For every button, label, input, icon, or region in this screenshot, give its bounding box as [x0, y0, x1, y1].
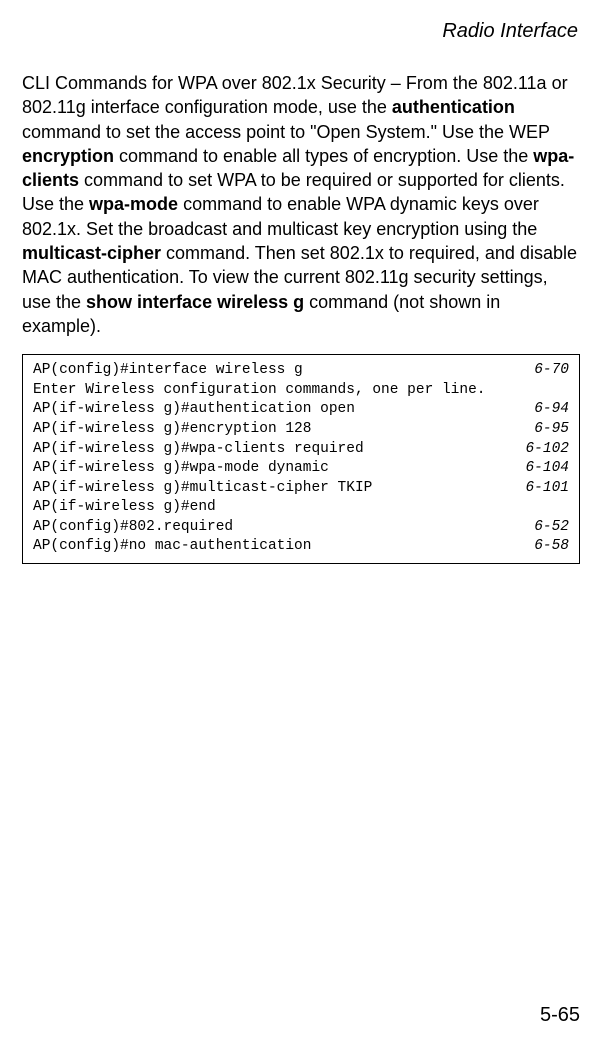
- code-cmd: AP(if-wireless g)#multicast-cipher TKIP: [33, 479, 372, 499]
- code-ref: 6-52: [534, 518, 569, 538]
- code-line: AP(if-wireless g)#encryption 128 6-95: [33, 420, 569, 440]
- code-cmd: AP(if-wireless g)#wpa-clients required: [33, 440, 364, 460]
- code-ref: 6-104: [525, 459, 569, 479]
- code-line: AP(config)#802.required 6-52: [33, 518, 569, 538]
- code-line: AP(if-wireless g)#wpa-clients required 6-…: [33, 440, 569, 460]
- code-cmd: AP(if-wireless g)#end: [33, 498, 216, 518]
- para-bold-2: encryption: [22, 146, 114, 166]
- para-bold-5: multicast-cipher: [22, 243, 161, 263]
- code-cmd: AP(config)#no mac-authentication: [33, 537, 311, 557]
- para-bold-1: authentication: [392, 97, 515, 117]
- code-block: AP(config)#interface wireless g 6-70 Ente…: [22, 354, 580, 564]
- para-text-3: command to enable all types of encryptio…: [114, 146, 533, 166]
- code-ref: 6-102: [525, 440, 569, 460]
- code-ref: 6-101: [525, 479, 569, 499]
- code-cmd: AP(config)#802.required: [33, 518, 233, 538]
- page-number: 5-65: [540, 1004, 580, 1027]
- code-cmd: AP(if-wireless g)#wpa-mode dynamic: [33, 459, 329, 479]
- para-text-2: command to set the access point to "Open…: [22, 122, 550, 142]
- code-ref: 6-95: [534, 420, 569, 440]
- page-header-title: Radio Interface: [22, 20, 580, 43]
- body-paragraph: CLI Commands for WPA over 802.1x Securit…: [22, 71, 580, 338]
- code-line: Enter Wireless configuration commands, o…: [33, 381, 569, 401]
- code-line: AP(if-wireless g)#end: [33, 498, 569, 518]
- code-cmd: AP(config)#interface wireless g: [33, 361, 303, 381]
- code-line: AP(if-wireless g)#wpa-mode dynamic 6-104: [33, 459, 569, 479]
- code-cmd: AP(if-wireless g)#encryption 128: [33, 420, 311, 440]
- code-ref: 6-70: [534, 361, 569, 381]
- code-ref: 6-94: [534, 400, 569, 420]
- code-line: AP(if-wireless g)#multicast-cipher TKIP 6…: [33, 479, 569, 499]
- code-cmd: AP(if-wireless g)#authentication open: [33, 400, 355, 420]
- code-line: AP(if-wireless g)#authentication open 6-9…: [33, 400, 569, 420]
- para-bold-4: wpa-mode: [89, 194, 178, 214]
- para-bold-6: show interface wireless g: [86, 292, 304, 312]
- code-line: AP(config)#interface wireless g 6-70: [33, 361, 569, 381]
- code-line: AP(config)#no mac-authentication 6-58: [33, 537, 569, 557]
- code-cmd: Enter Wireless configuration commands, o…: [33, 381, 485, 401]
- code-ref: 6-58: [534, 537, 569, 557]
